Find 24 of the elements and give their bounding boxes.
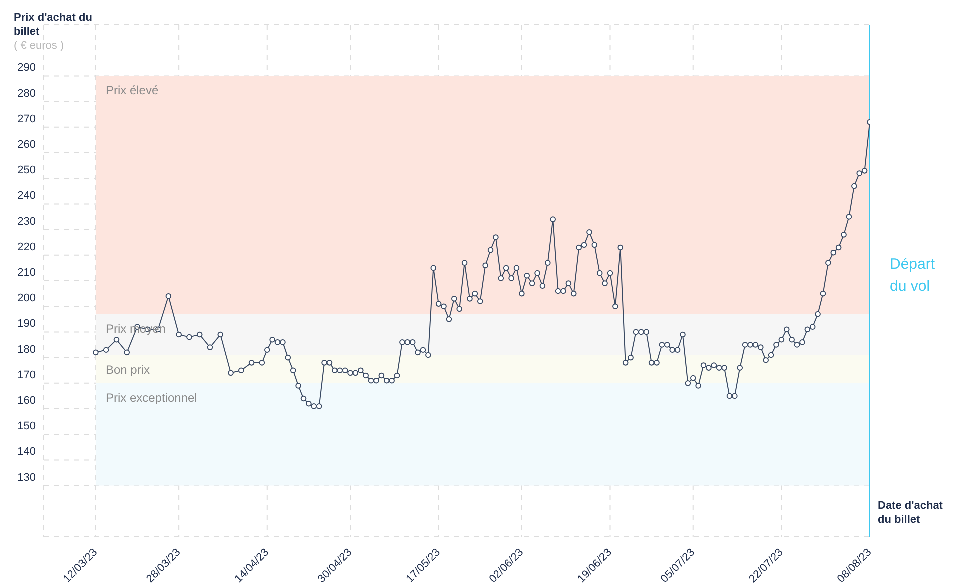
y-tick-label: 290 xyxy=(18,62,36,74)
y-tick-label: 170 xyxy=(18,369,36,382)
y-tick-label: 160 xyxy=(18,395,36,407)
y-tick-label: 150 xyxy=(18,420,36,433)
band-label: Bon prix xyxy=(106,362,150,377)
y-tick-label: 230 xyxy=(18,216,36,228)
y-tick-label: 190 xyxy=(18,318,36,330)
y-tick-label: 200 xyxy=(18,292,36,305)
y-tick-label: 240 xyxy=(18,190,36,202)
y-axis-title: Prix d'achat du billet xyxy=(14,11,94,39)
annotation: ( € euros ) xyxy=(14,40,64,52)
y-tick-label: 130 xyxy=(18,472,36,484)
y-tick-label: 140 xyxy=(18,446,36,458)
y-tick-label: 220 xyxy=(18,241,36,254)
y-tick-label: 210 xyxy=(18,267,36,279)
band-label: Prix exceptionnel xyxy=(106,390,198,405)
y-tick-label: 260 xyxy=(18,139,36,151)
y-tick-label: 280 xyxy=(18,88,36,100)
y-tick-label: 180 xyxy=(18,344,36,356)
y-tick-label: 270 xyxy=(18,113,36,126)
y-tick-label: 250 xyxy=(18,164,36,177)
ref-line-label: Départ du vol xyxy=(890,256,936,295)
x-axis-title: Date d'achat du billet xyxy=(878,499,944,527)
band-label: Prix élevé xyxy=(106,84,159,98)
